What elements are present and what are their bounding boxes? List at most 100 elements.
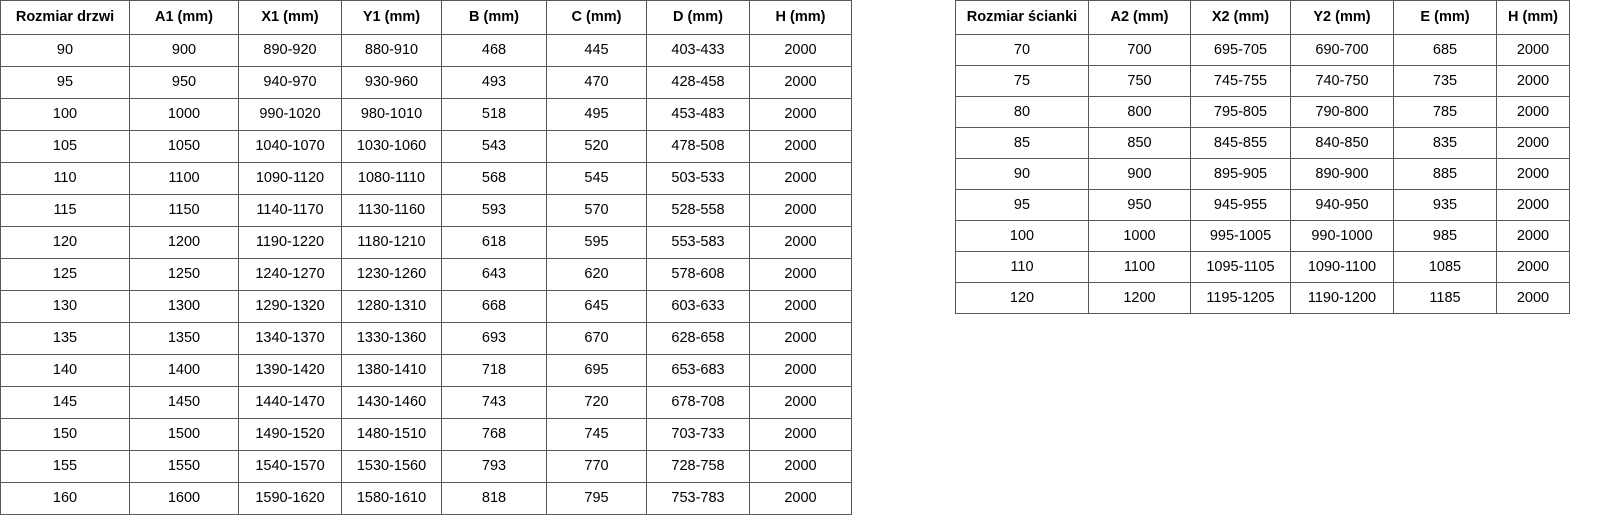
cell: 2000 xyxy=(749,354,852,387)
cell: 693 xyxy=(441,322,547,355)
cell: 1480-1510 xyxy=(341,418,442,451)
cell: 818 xyxy=(441,482,547,515)
cell: 520 xyxy=(546,130,647,163)
cell: 735 xyxy=(1393,65,1497,97)
cell: 890-920 xyxy=(238,34,342,67)
table-row: 140 1400 1390-1420 1380-1410 718 695 653… xyxy=(0,354,852,387)
cell: 678-708 xyxy=(646,386,750,419)
cell: 1040-1070 xyxy=(238,130,342,163)
cell: 1080-1110 xyxy=(341,162,442,195)
cell: 845-855 xyxy=(1190,127,1291,159)
cell: 703-733 xyxy=(646,418,750,451)
cell: 1530-1560 xyxy=(341,450,442,483)
cell: 990-1000 xyxy=(1290,220,1394,252)
table-row: 90 900 895-905 890-900 885 2000 xyxy=(955,158,1570,190)
table-row: 105 1050 1040-1070 1030-1060 543 520 478… xyxy=(0,130,852,163)
cell: 110 xyxy=(0,162,130,195)
cell: 120 xyxy=(0,226,130,259)
cell: 745-755 xyxy=(1190,65,1291,97)
cell: 85 xyxy=(955,127,1089,159)
cell: 1280-1310 xyxy=(341,290,442,323)
column-header-e: E (mm) xyxy=(1393,0,1497,35)
table-row: 85 850 845-855 840-850 835 2000 xyxy=(955,127,1570,159)
cell: 593 xyxy=(441,194,547,227)
column-header-y1: Y1 (mm) xyxy=(341,0,442,35)
cell: 1190-1220 xyxy=(238,226,342,259)
cell: 1195-1205 xyxy=(1190,282,1291,314)
cell: 2000 xyxy=(749,98,852,131)
column-header-h: H (mm) xyxy=(749,0,852,35)
wall-table-header: Rozmiar ścianki A2 (mm) X2 (mm) Y2 (mm) … xyxy=(955,0,1570,35)
cell: 1140-1170 xyxy=(238,194,342,227)
cell: 2000 xyxy=(1496,158,1570,190)
cell: 543 xyxy=(441,130,547,163)
cell: 2000 xyxy=(749,482,852,515)
cell: 1090-1100 xyxy=(1290,251,1394,283)
cell: 2000 xyxy=(749,226,852,259)
cell: 2000 xyxy=(749,450,852,483)
cell: 770 xyxy=(546,450,647,483)
cell: 1100 xyxy=(1088,251,1191,283)
cell: 1085 xyxy=(1393,251,1497,283)
cell: 553-583 xyxy=(646,226,750,259)
cell: 105 xyxy=(0,130,130,163)
cell: 545 xyxy=(546,162,647,195)
cell: 1200 xyxy=(1088,282,1191,314)
cell: 1390-1420 xyxy=(238,354,342,387)
cell: 668 xyxy=(441,290,547,323)
cell: 145 xyxy=(0,386,130,419)
cell: 100 xyxy=(955,220,1089,252)
cell: 950 xyxy=(1088,189,1191,221)
cell: 518 xyxy=(441,98,547,131)
cell: 645 xyxy=(546,290,647,323)
cell: 940-950 xyxy=(1290,189,1394,221)
cell: 1240-1270 xyxy=(238,258,342,291)
cell: 1150 xyxy=(129,194,239,227)
column-header-a2: A2 (mm) xyxy=(1088,0,1191,35)
cell: 1250 xyxy=(129,258,239,291)
cell: 155 xyxy=(0,450,130,483)
cell: 750 xyxy=(1088,65,1191,97)
cell: 1440-1470 xyxy=(238,386,342,419)
cell: 1500 xyxy=(129,418,239,451)
cell: 850 xyxy=(1088,127,1191,159)
cell: 2000 xyxy=(749,258,852,291)
cell: 1230-1260 xyxy=(341,258,442,291)
cell: 743 xyxy=(441,386,547,419)
cell: 1330-1360 xyxy=(341,322,442,355)
table-row: 80 800 795-805 790-800 785 2000 xyxy=(955,96,1570,128)
table-row: 160 1600 1590-1620 1580-1610 818 795 753… xyxy=(0,482,852,515)
cell: 578-608 xyxy=(646,258,750,291)
cell: 445 xyxy=(546,34,647,67)
column-header-a1: A1 (mm) xyxy=(129,0,239,35)
cell: 935 xyxy=(1393,189,1497,221)
cell: 1095-1105 xyxy=(1190,251,1291,283)
cell: 428-458 xyxy=(646,66,750,99)
table-row: 110 1100 1090-1120 1080-1110 568 545 503… xyxy=(0,162,852,195)
cell: 900 xyxy=(1088,158,1191,190)
table-row: 155 1550 1540-1570 1530-1560 793 770 728… xyxy=(0,450,852,483)
cell: 2000 xyxy=(1496,220,1570,252)
cell: 620 xyxy=(546,258,647,291)
table-row: 70 700 695-705 690-700 685 2000 xyxy=(955,34,1570,66)
cell: 985 xyxy=(1393,220,1497,252)
cell: 643 xyxy=(441,258,547,291)
cell: 468 xyxy=(441,34,547,67)
table-header-row: Rozmiar drzwi A1 (mm) X1 (mm) Y1 (mm) B … xyxy=(0,0,852,35)
cell: 2000 xyxy=(1496,251,1570,283)
cell: 125 xyxy=(0,258,130,291)
door-table-header: Rozmiar drzwi A1 (mm) X1 (mm) Y1 (mm) B … xyxy=(0,0,852,35)
cell: 140 xyxy=(0,354,130,387)
cell: 403-433 xyxy=(646,34,750,67)
cell: 503-533 xyxy=(646,162,750,195)
cell: 70 xyxy=(955,34,1089,66)
cell: 495 xyxy=(546,98,647,131)
cell: 670 xyxy=(546,322,647,355)
cell: 718 xyxy=(441,354,547,387)
table-row: 120 1200 1195-1205 1190-1200 1185 2000 xyxy=(955,282,1570,314)
cell: 453-483 xyxy=(646,98,750,131)
table-row: 75 750 745-755 740-750 735 2000 xyxy=(955,65,1570,97)
cell: 568 xyxy=(441,162,547,195)
cell: 930-960 xyxy=(341,66,442,99)
